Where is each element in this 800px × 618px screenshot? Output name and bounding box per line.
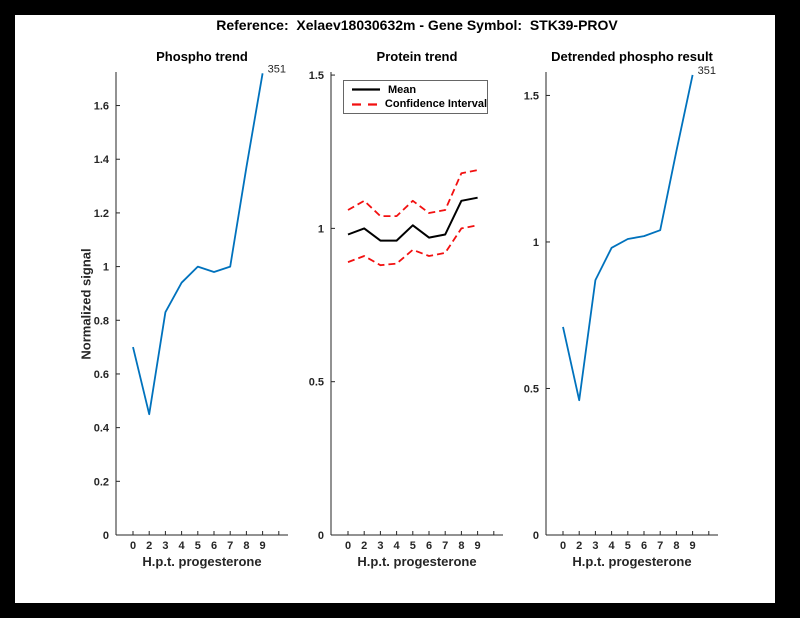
confidence-interval-line-sample-icon bbox=[352, 103, 378, 106]
panel1-x-tick-label: 3 bbox=[162, 540, 168, 552]
panel3-x-tick-label: 5 bbox=[625, 540, 631, 552]
panel2-y-tick-label: 0.5 bbox=[309, 377, 324, 389]
panel3-series-detrended-phospho-signal-line bbox=[562, 74, 694, 402]
panel2-y-tick-label: 1 bbox=[318, 223, 324, 235]
panel2-x-tick-label: 3 bbox=[377, 540, 383, 552]
panel3-x-tick-label: 4 bbox=[609, 540, 616, 552]
legend-label-confidence-interval: Confidence Interval bbox=[384, 98, 487, 111]
panel1-x-tick-label: 7 bbox=[227, 540, 233, 552]
panel1-annotation-label: 351 bbox=[268, 63, 286, 75]
panel3-y-tick-label: 0.5 bbox=[524, 383, 539, 395]
legend-entry-confidence-interval: Confidence Interval bbox=[351, 98, 487, 110]
panel1-y-tick-label: 0.8 bbox=[94, 315, 109, 327]
panel1-x-axis-label: H.p.t. progesterone bbox=[142, 554, 262, 569]
panel2-series-ci-upper-line bbox=[347, 169, 478, 218]
panel3-y-tick-label: 1.5 bbox=[524, 90, 539, 102]
legend-entry-mean: Mean bbox=[351, 84, 487, 96]
panel1-y-tick-label: 1 bbox=[103, 262, 109, 274]
panel1-y-tick-label: 0.2 bbox=[94, 476, 109, 488]
panel2-y-tick-label: 0 bbox=[318, 530, 324, 542]
panel3-x-tick-label: 2 bbox=[576, 540, 582, 552]
panel1-x-tick-label: 0 bbox=[130, 540, 136, 552]
mean-line-sample-icon bbox=[352, 88, 380, 91]
panel2-x-tick-label: 5 bbox=[410, 540, 416, 552]
panel2-x-tick-label: 6 bbox=[426, 540, 432, 552]
panel3-annotation-label: 351 bbox=[698, 65, 716, 77]
panel3-x-tick-label: 0 bbox=[560, 540, 566, 552]
panel2-y-tick-label: 1.5 bbox=[309, 70, 324, 82]
panel2-x-tick-label: 9 bbox=[475, 540, 481, 552]
panel2-x-tick-label: 7 bbox=[442, 540, 448, 552]
panel1-y-tick-label: 1.2 bbox=[94, 208, 109, 220]
panel2-series-ci-lower-line bbox=[347, 224, 478, 267]
panel1-y-tick-label: 1.6 bbox=[94, 101, 109, 113]
panel1-x-tick-label: 6 bbox=[211, 540, 217, 552]
panel1-y-tick-label: 0 bbox=[103, 530, 109, 542]
figure-title: Reference: Xelaev18030632m - Gene Symbol… bbox=[216, 17, 618, 33]
panel2-x-tick-label: 4 bbox=[394, 540, 401, 552]
panel1-x-tick-label: 5 bbox=[195, 540, 201, 552]
panel1-y-tick-label: 0.4 bbox=[94, 423, 110, 435]
panel3-x-axis-label: H.p.t. progesterone bbox=[572, 554, 692, 569]
panel2-x-axis-label: H.p.t. progesterone bbox=[357, 554, 477, 569]
panel1-x-tick-label: 9 bbox=[260, 540, 266, 552]
panel2-x-tick-label: 2 bbox=[361, 540, 367, 552]
panel2-title: Protein trend bbox=[376, 49, 458, 64]
panel1-x-tick-label: 4 bbox=[179, 540, 186, 552]
panel3-x-tick-label: 9 bbox=[690, 540, 696, 552]
panel2-x-tick-label: 8 bbox=[458, 540, 464, 552]
panel1-y-axis-label: Normalized signal bbox=[78, 248, 94, 360]
panel3-y-tick-label: 0 bbox=[533, 530, 539, 542]
panel3-x-tick-label: 7 bbox=[657, 540, 663, 552]
legend: Mean Confidence Interval bbox=[343, 80, 488, 114]
panel2-series-mean-line bbox=[347, 196, 478, 242]
panel1-y-tick-label: 0.6 bbox=[94, 369, 109, 381]
panel1-x-tick-label: 2 bbox=[146, 540, 152, 552]
panel3-y-tick-label: 1 bbox=[533, 237, 539, 249]
panel3-title: Detrended phospho result bbox=[551, 49, 713, 64]
panel1-title: Phospho trend bbox=[156, 49, 248, 64]
panel1-x-tick-label: 8 bbox=[243, 540, 249, 552]
legend-label-mean: Mean bbox=[388, 83, 417, 96]
panel3-x-tick-label: 3 bbox=[592, 540, 598, 552]
panel3-x-tick-label: 6 bbox=[641, 540, 647, 552]
panel1-y-tick-label: 1.4 bbox=[94, 154, 110, 166]
panel3-x-tick-label: 8 bbox=[673, 540, 679, 552]
panel2-x-tick-label: 0 bbox=[345, 540, 351, 552]
panel1-series-phospho-signal-line bbox=[132, 73, 264, 416]
